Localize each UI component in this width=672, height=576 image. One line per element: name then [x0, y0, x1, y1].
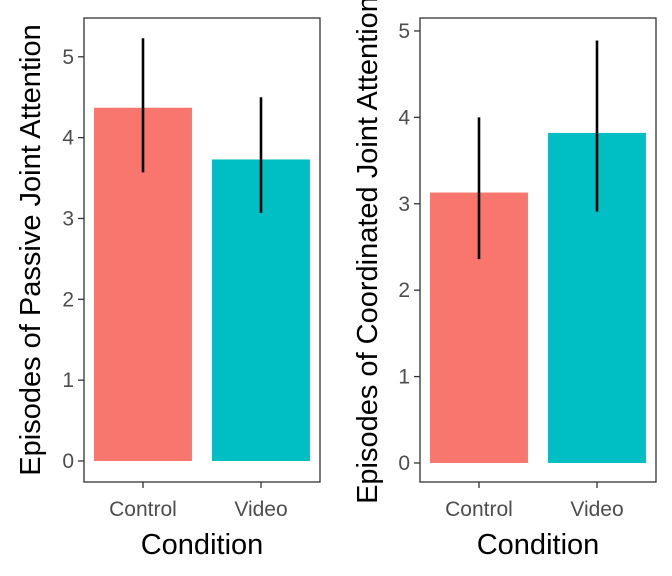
y-axis-title: Episodes of Passive Joint Attention	[15, 24, 47, 475]
y-tick-label: 1	[62, 369, 74, 392]
chart-panel-coordinated-joint-attention: 0 1 2 3 4 5 Control Video Condition Episodes of C…	[352, 0, 657, 561]
y-tick-label: 4	[62, 127, 74, 150]
chart-panel-passive-joint-attention: 0 1 2 3 4 5 Control Video Condition Episodes of P…	[15, 17, 321, 561]
y-tick-label: 3	[62, 207, 74, 230]
y-axis-title: Episodes of Coordinated Joint Attention	[352, 0, 384, 504]
x-tick-label-video: Video	[234, 498, 287, 521]
y-tick-label: 0	[62, 450, 74, 473]
y-tick-label: 0	[398, 452, 410, 475]
x-axis-title: Condition	[141, 529, 264, 561]
panel-border	[83, 17, 321, 483]
y-tick-label: 4	[398, 106, 410, 129]
x-tick-label-control: Control	[109, 498, 177, 521]
panel-border	[419, 17, 657, 483]
y-tick-label: 5	[398, 20, 410, 43]
y-tick-label: 1	[398, 366, 410, 389]
y-tick-label: 3	[398, 193, 410, 216]
y-tick-label: 5	[62, 46, 74, 69]
y-tick-label: 2	[398, 279, 410, 302]
y-tick-label: 2	[62, 288, 74, 311]
x-tick-label-video: Video	[570, 498, 623, 521]
x-axis-title: Condition	[477, 529, 600, 561]
x-tick-label-control: Control	[445, 498, 513, 521]
